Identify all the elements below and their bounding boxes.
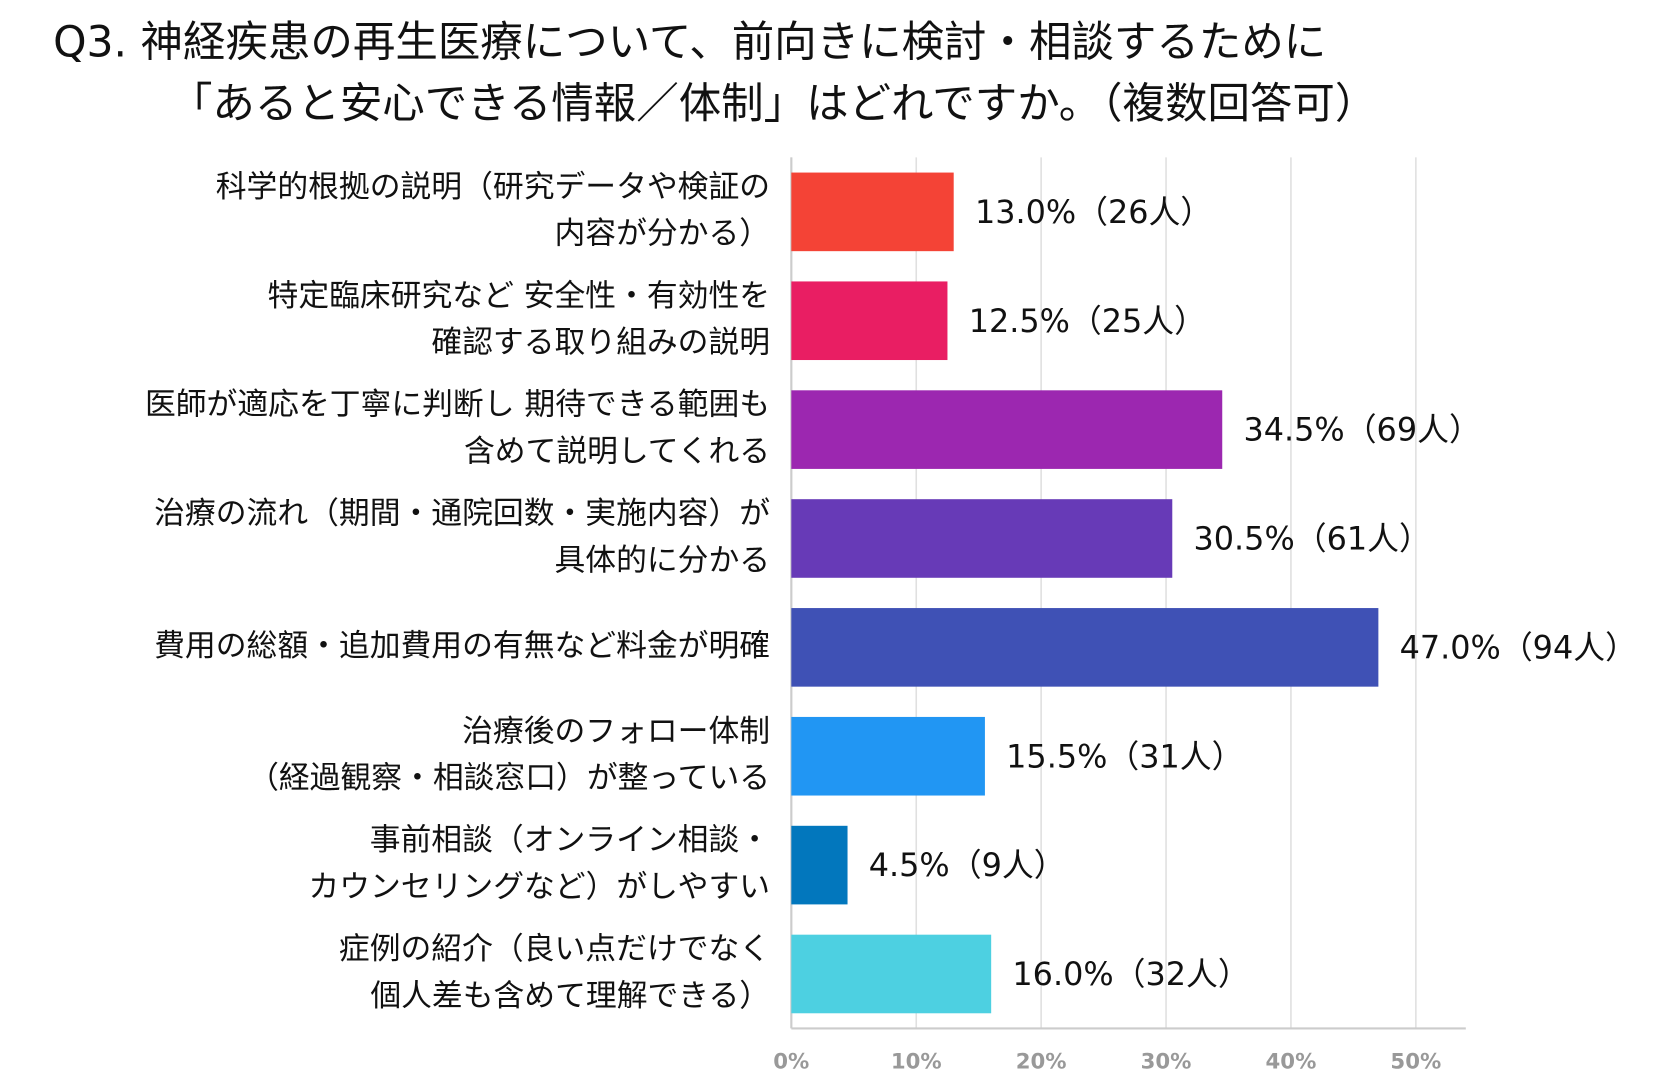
x-tick-label: 50% <box>1390 1049 1441 1074</box>
bar <box>791 499 1173 578</box>
y-tick-label: 具体的に分かる <box>555 542 771 578</box>
y-tick-label: 科学的根拠の説明（研究データや検証の <box>216 169 770 205</box>
y-tick-label: 確認する取り組みの説明 <box>431 325 770 361</box>
value-label: 47.0%（94人） <box>1400 628 1637 666</box>
value-label: 16.0%（32人） <box>1012 955 1249 993</box>
y-tick-label: 内容が分かる） <box>555 216 771 252</box>
bar <box>791 825 848 905</box>
chart-title: 「あると安心できる情報／体制」はどれですか。（複数回答可） <box>170 80 1377 129</box>
y-tick-label: 治療の流れ（期間・通院回数・実施内容）が <box>154 496 770 532</box>
value-label: 12.5%（25人） <box>969 302 1206 340</box>
y-tick-label: 特定臨床研究など 安全性・有効性を <box>268 278 771 314</box>
value-label: 30.5%（61人） <box>1194 520 1431 558</box>
y-tick-label: 事前相談（オンライン相談・ <box>370 822 770 858</box>
x-tick-label: 20% <box>1016 1049 1067 1074</box>
chart-title: Q3. 神経疾患の再生医療について、前向きに検討・相談するために <box>53 18 1326 67</box>
bar <box>791 716 985 796</box>
y-tick-label: 治療後のフォロー体制 <box>462 713 770 749</box>
y-tick-label: 含めて説明してくれる <box>464 433 770 469</box>
bar <box>791 172 954 252</box>
x-tick-label: 0% <box>773 1049 809 1074</box>
value-label: 15.5%（31人） <box>1006 737 1243 775</box>
y-tick-label: 医師が適応を丁寧に判断し 期待できる範囲も <box>145 387 770 423</box>
y-tick-label: 個人差も含めて理解できる） <box>370 978 770 1014</box>
y-tick-label: 費用の総額・追加費用の有無など料金が明確 <box>154 628 770 664</box>
x-tick-label: 30% <box>1141 1049 1192 1074</box>
bar <box>791 281 948 361</box>
bar <box>791 390 1223 469</box>
y-tick-label: （経過観察・相談窓口）が整っている <box>248 760 770 796</box>
value-label: 34.5%（69人） <box>1243 411 1480 449</box>
value-label: 13.0%（26人） <box>975 193 1212 231</box>
value-label: 4.5%（9人） <box>869 846 1066 884</box>
x-tick-label: 40% <box>1266 1049 1317 1074</box>
bar <box>791 934 992 1014</box>
y-tick-label: 症例の紹介（良い点だけでなく <box>339 931 770 967</box>
bar <box>791 608 1379 687</box>
x-tick-label: 10% <box>891 1049 942 1074</box>
y-tick-label: カウンセリングなど）がしやすい <box>308 869 770 905</box>
